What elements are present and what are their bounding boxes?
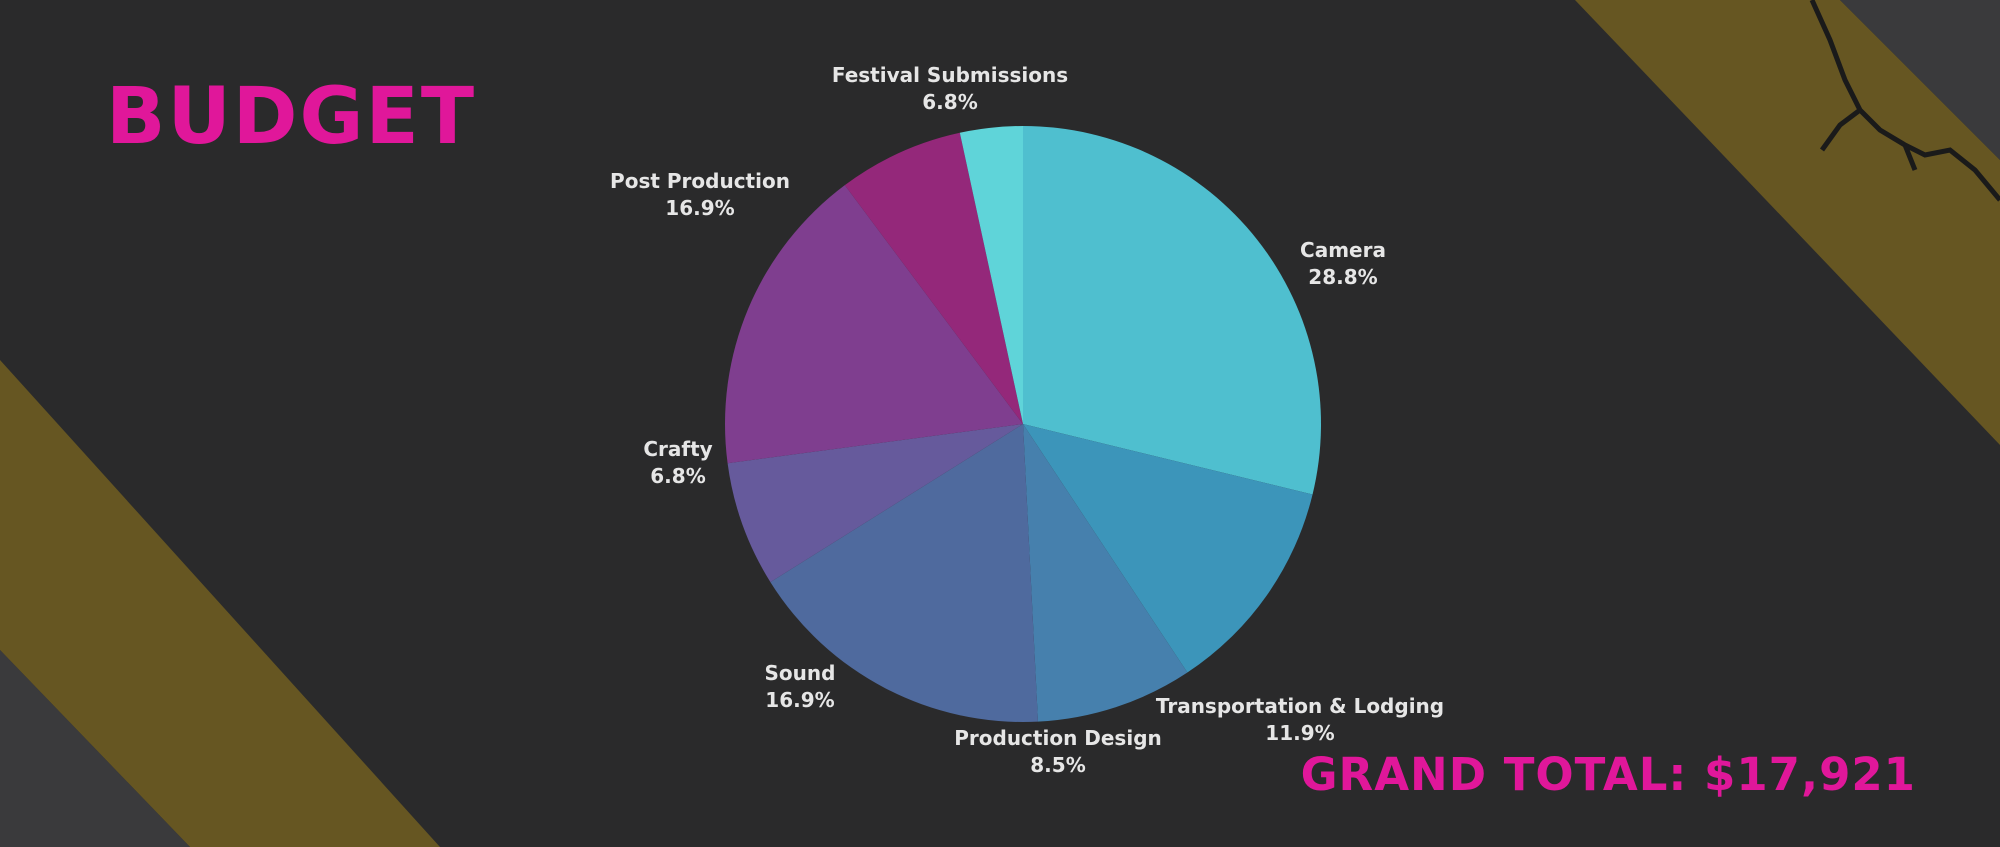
slice-label-name: Production Design — [954, 726, 1162, 750]
pie-slice-crafty — [727, 424, 1023, 583]
slice-label: Camera 28.8% — [1300, 238, 1386, 289]
slice-label: Sound 16.9% — [765, 661, 836, 712]
slice-label-percent: 8.5% — [1030, 753, 1085, 777]
slice-label-name: Camera — [1300, 238, 1386, 262]
pie-slice-unlabeled — [959, 126, 1023, 424]
slice-label-percent: 16.9% — [765, 688, 834, 712]
slice-label-name: Post Production — [610, 169, 790, 193]
pie-slice-transportation-lodging — [1023, 424, 1313, 673]
slice-label-percent: 28.8% — [1308, 265, 1377, 289]
road-stripe-top-right — [1575, 0, 2000, 445]
slice-label: Festival Submissions 6.8% — [832, 63, 1068, 114]
slice-label: Production Design 8.5% — [954, 726, 1162, 777]
slice-label-name: Sound — [765, 661, 836, 685]
pie-slice-sound — [770, 424, 1038, 722]
slice-label-percent: 16.9% — [665, 196, 734, 220]
slice-label: Crafty 6.8% — [643, 437, 712, 488]
road-crack — [1809, 0, 2000, 202]
pie-slice-camera — [1023, 126, 1321, 495]
grand-total: GRAND TOTAL: $17,921 — [1300, 748, 1916, 801]
road-stripe-bottom-left — [0, 360, 440, 847]
road-stripe-bottom-left-outer — [0, 650, 190, 847]
slice-label-name: Crafty — [643, 437, 712, 461]
slice-label-name: Festival Submissions — [832, 63, 1068, 87]
pie-slice-production-design — [1023, 424, 1188, 722]
slice-label: Transportation & Lodging 11.9% — [1156, 694, 1444, 745]
slice-label-name: Transportation & Lodging — [1156, 694, 1444, 718]
slice-label: Post Production 16.9% — [610, 169, 790, 220]
road-stripe-top-right-outer — [1840, 0, 2000, 160]
slice-label-percent: 6.8% — [650, 464, 705, 488]
slice-label-percent: 6.8% — [922, 90, 977, 114]
chart-title: BUDGET — [106, 72, 477, 162]
slice-label-percent: 11.9% — [1265, 721, 1334, 745]
pie-slice-festival-submissions — [844, 132, 1023, 424]
pie-slice-post-production — [725, 185, 1023, 464]
